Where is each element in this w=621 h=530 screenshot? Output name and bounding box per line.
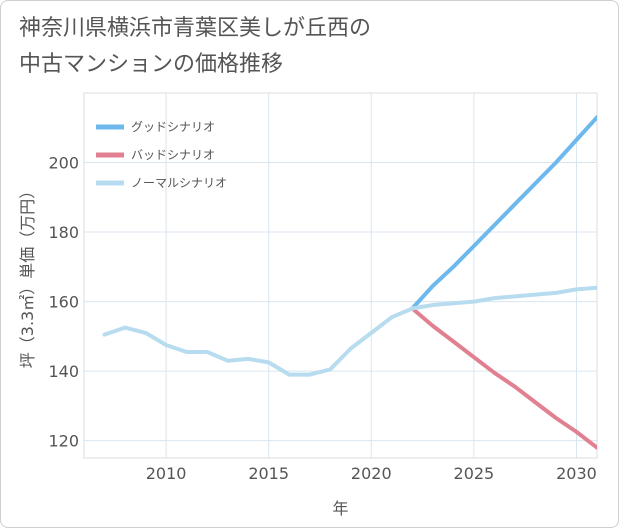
y-tick-label: 180 (48, 223, 79, 242)
series-line-1 (410, 306, 597, 450)
x-tick-label: 2015 (248, 464, 289, 483)
plot-area (83, 92, 598, 459)
chart-title-line-2: 中古マンションの価格推移 (19, 52, 284, 77)
y-tick-label: 200 (48, 154, 79, 173)
series-lines (102, 115, 597, 450)
series-line-0 (410, 115, 597, 311)
legend-item-0: グッドシナリオ (96, 120, 215, 134)
chart-title-line-1: 神奈川県横浜市青葉区美しが丘西の (19, 16, 372, 41)
legend-label: グッドシナリオ (131, 120, 215, 134)
y-axis-title: 坪（3.3㎡）単価（万円） (18, 183, 37, 368)
x-tick-label: 2010 (146, 464, 187, 483)
plot-frame (83, 92, 598, 459)
horizontal-gridlines (84, 162, 597, 442)
x-axis-title: 年 (332, 499, 348, 518)
vertical-gridlines (165, 93, 577, 458)
legend-item-1: バッドシナリオ (96, 148, 215, 162)
x-tick-label: 2030 (556, 464, 597, 483)
legend-label: バッドシナリオ (131, 148, 215, 162)
series-line-2 (102, 285, 597, 377)
y-tick-label: 120 (48, 432, 79, 451)
legend-item-2: ノーマルシナリオ (96, 176, 227, 190)
y-tick-label: 160 (48, 293, 79, 312)
y-tick-labels: 120 140 160 180 200 (48, 154, 79, 451)
x-tick-label: 2025 (454, 464, 495, 483)
chart-title: 神奈川県横浜市青葉区美しが丘西の 中古マンションの価格推移 (19, 11, 599, 83)
x-tick-label: 2020 (351, 464, 392, 483)
y-tick-label: 140 (48, 362, 79, 381)
legend-label: ノーマルシナリオ (131, 176, 227, 190)
x-tick-labels: 2010 2015 2020 2025 2030 (146, 464, 597, 483)
